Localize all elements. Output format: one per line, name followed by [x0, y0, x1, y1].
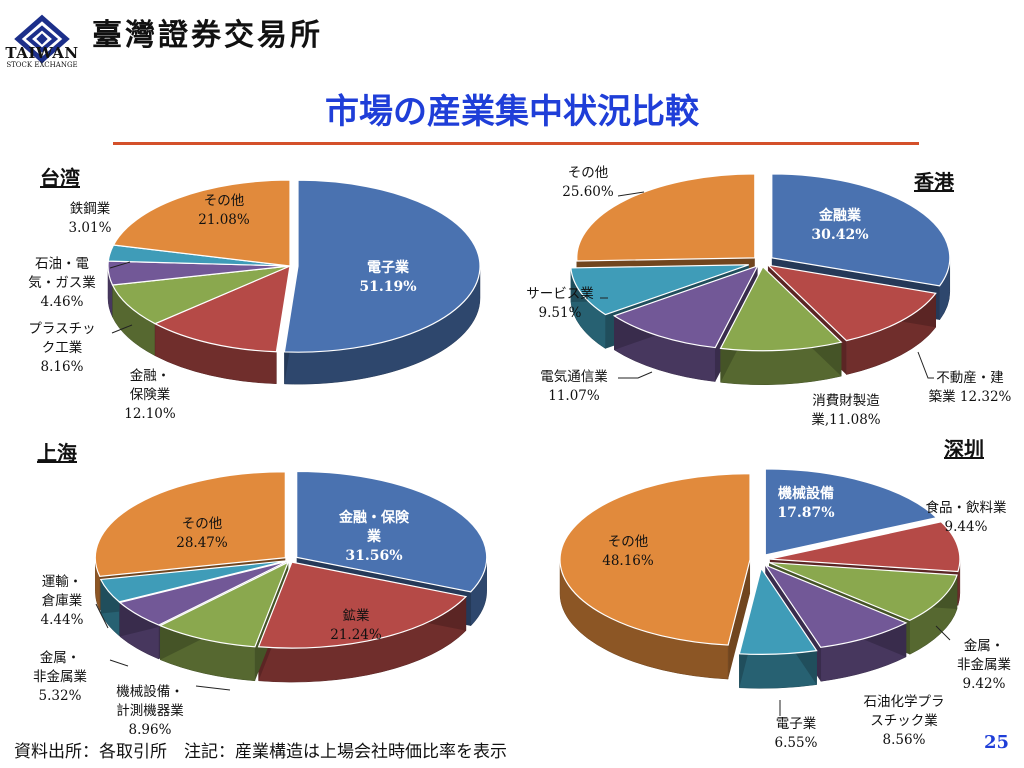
- pie-chart-1: 電子業 51.19% 金融・保険業 12.10% プラスチック工業 8.16% 石油・電気・…: [28, 179, 481, 422]
- slice-label-steel: 鉄鋼業 3.01%: [69, 201, 112, 236]
- pie-slice-other: [559, 473, 751, 646]
- slice-label-mining: 鉱業 21.24%: [330, 608, 382, 643]
- pie-slice-transport: [99, 560, 287, 603]
- slice-label-petro: 石油化学プラスチック業 8.56%: [864, 694, 945, 748]
- slice-label-service: サービス業 9.51%: [526, 286, 594, 321]
- leader-line-realestate: [917, 351, 934, 379]
- pie-slice-other: [576, 173, 756, 262]
- slice-label-metal: 金属・非金属業 9.42%: [957, 638, 1011, 692]
- slice-label-fin: 金融・保険業 31.56%: [338, 509, 410, 564]
- pie-slice-petro: [763, 563, 908, 648]
- source-note: 資料出所：各取引所 注記：産業構造は上場会社時価比率を表示: [14, 742, 507, 762]
- slice-label-transport: 運輸・倉庫業 4.44%: [41, 574, 84, 628]
- pie-slice-consumer: [719, 265, 843, 352]
- pie-slice-telecom: [612, 264, 759, 349]
- slice-label-other: その他 25.60%: [562, 165, 614, 200]
- chart-title-shanghai: 上海: [37, 441, 77, 465]
- pie-slice-service: [570, 264, 749, 316]
- slice-label-machine: 機械設備 17.87%: [777, 485, 834, 521]
- slice-label-other: その他 28.47%: [176, 516, 228, 551]
- chart-title-shenzhen: 深圳: [944, 437, 984, 461]
- leader-line-petro: [109, 261, 131, 269]
- pie-slice-other: [112, 179, 291, 267]
- pie-chart-2: 金融業 30.42% 不動産・建築業 12.32% 消費財製造業,11.08% 電気通信…: [526, 165, 1011, 428]
- logo-wordmark: TAIWAN: [5, 44, 79, 62]
- leader-line-metal: [935, 625, 951, 641]
- leader-line-metal: [109, 659, 129, 667]
- pie-slice-fin: [296, 470, 488, 593]
- pie-slice-food: [769, 521, 961, 573]
- pie-chart-3: 金融・保険業 31.56% 鉱業 21.24% 機械設備・計測機器業 8.96% 金属・非金…: [33, 470, 488, 738]
- leader-line-other: [617, 191, 645, 197]
- organization-name: 臺灣證券交易所: [92, 18, 323, 53]
- pie-slice-elec: [738, 566, 818, 655]
- slice-label-metal: 金属・非金属業 5.32%: [33, 650, 87, 704]
- pie-slice-elec: [283, 179, 481, 353]
- slice-label-realestate: 不動産・建築業 12.32%: [929, 370, 1012, 405]
- leader-line-telecom: [618, 371, 653, 379]
- pie-slice-fin: [771, 173, 951, 287]
- pie-slice-other: [94, 471, 286, 578]
- slice-label-food: 食品・飲料業 9.44%: [926, 499, 1007, 535]
- slice-label-other: その他 21.08%: [198, 193, 250, 228]
- slide-title: 市場の産業集中状況比較: [325, 92, 699, 132]
- slice-label-telecom: 電気通信業 11.07%: [540, 369, 608, 404]
- logo-subtitle: STOCK EXCHANGE: [6, 61, 78, 69]
- slice-label-other: その他 48.16%: [602, 534, 654, 569]
- pie-slice-metal: [118, 560, 288, 626]
- title-divider: [113, 142, 919, 145]
- slice-label-machine: 機械設備・計測機器業 8.96%: [116, 684, 184, 738]
- leader-line-plastic: [111, 324, 133, 334]
- page-number: 25: [984, 732, 1010, 753]
- pie-slice-metal: [768, 561, 958, 622]
- slice-label-fin: 金融・保険業 12.10%: [124, 368, 176, 422]
- pie-slice-realestate: [766, 264, 937, 342]
- leader-line-machine: [195, 685, 231, 691]
- pie-slice-cut-other: [728, 559, 751, 680]
- pie-slice-fin: [153, 265, 291, 353]
- slice-label-plastic: プラスチック工業 8.16%: [28, 321, 95, 375]
- slice-label-elec: 電子業 6.55%: [775, 716, 818, 751]
- leader-line-transport: [95, 603, 109, 629]
- pie-slice-mining: [257, 561, 468, 649]
- slice-label-fin: 金融業 30.42%: [811, 207, 868, 243]
- pie-slice-machine: [158, 560, 290, 648]
- slice-label-elec: 電子業 51.19%: [359, 259, 416, 295]
- pie-slice-machine: [764, 468, 938, 556]
- twse-logo-icon: [14, 14, 70, 64]
- chart-title-taiwan: 台湾: [40, 166, 80, 190]
- slice-label-consumer: 消費財製造業,11.08%: [811, 393, 880, 428]
- chart-title-hongkong: 香港: [914, 170, 954, 194]
- slice-label-petro: 石油・電気・ガス業 4.46%: [28, 256, 96, 310]
- pie-chart-4: 機械設備 17.87% 食品・飲料業 9.44% 金属・非金属業 9.42%石油化学プラス…: [559, 468, 1011, 751]
